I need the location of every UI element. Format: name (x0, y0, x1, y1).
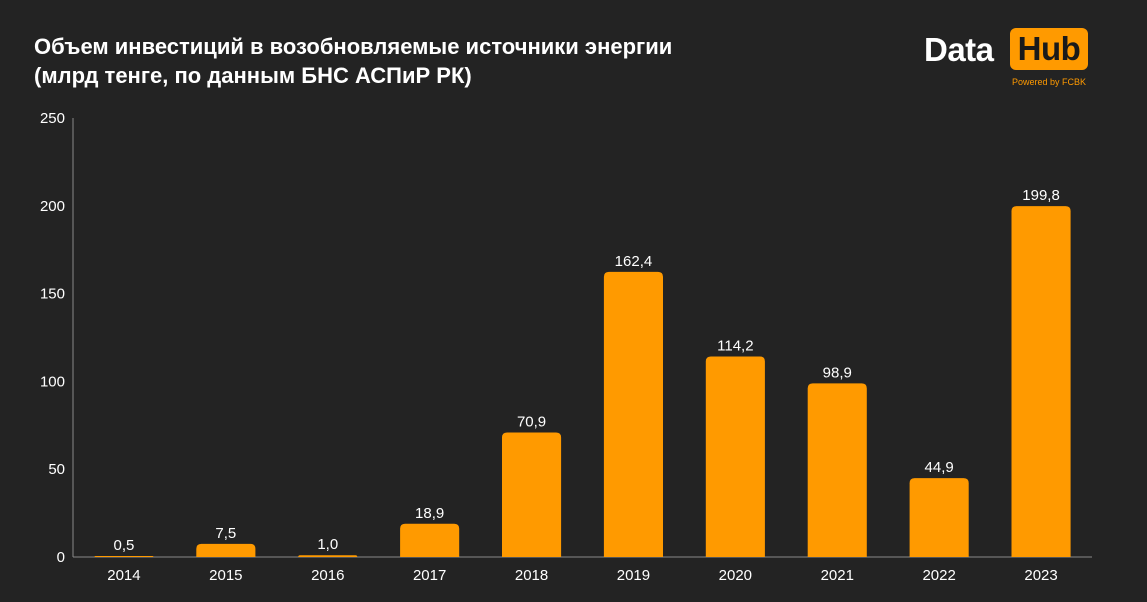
bar-2014 (94, 556, 154, 557)
bar-2021 (807, 383, 867, 557)
y-tick-label: 250 (40, 110, 65, 127)
x-tick-label-2019: 2019 (617, 567, 650, 584)
y-tick-label: 0 (57, 549, 65, 566)
x-tick-label-2016: 2016 (311, 567, 344, 584)
bar-2018 (501, 432, 562, 557)
x-axis: 2014 2015 2016 2017 2018 2019 2020 2021 2022 2023 (73, 556, 1092, 584)
bar-2017 (400, 523, 460, 557)
value-label-2014: 0,5 (114, 537, 135, 554)
bar-2015 (196, 543, 256, 557)
value-label-2021: 98,9 (823, 364, 852, 381)
value-label-2023: 199,8 (1022, 187, 1060, 204)
x-tick-label-2023: 2023 (1024, 567, 1057, 584)
value-label-2016: 1,0 (317, 536, 338, 553)
value-label-2022: 44,9 (925, 459, 954, 476)
logo-word-hub: Hub (1010, 28, 1088, 70)
chart-title: Объем инвестиций в возобновляемые источн… (34, 32, 794, 90)
y-tick-label: 150 (40, 286, 65, 303)
value-label-2015: 7,5 (215, 525, 236, 542)
x-tick-label-2017: 2017 (413, 567, 446, 584)
y-axis: 0 50 100 150 200 250 (40, 110, 74, 566)
chart-title-line-2: (млрд тенге, по данным БНС АСПиР РК) (34, 63, 472, 88)
bars (94, 206, 1071, 558)
chart-title-line-1: Объем инвестиций в возобновляемые источн… (34, 34, 673, 59)
bar-2019 (603, 271, 664, 557)
value-labels: 0,5 7,5 1,0 18,9 70,9 162,4 114,2 98,9 44,9 199,8 (114, 187, 1060, 554)
value-label-2019: 162,4 (615, 253, 653, 270)
bar-2022 (909, 478, 969, 557)
value-label-2017: 18,9 (415, 505, 444, 522)
value-label-2018: 70,9 (517, 413, 546, 430)
value-label-2020: 114,2 (717, 337, 753, 354)
y-tick-label: 200 (40, 198, 65, 215)
x-tick-label-2022: 2022 (922, 567, 955, 584)
x-tick-label-2018: 2018 (515, 567, 548, 584)
logo-word-data: Data (924, 31, 994, 68)
datahub-logo: Data Hub Powered by FCBK (920, 24, 1095, 90)
x-tick-label-2020: 2020 (719, 567, 752, 584)
bar-2020 (705, 356, 765, 557)
bar-2023 (1011, 206, 1071, 558)
y-tick-label: 50 (48, 461, 65, 478)
bar-2016 (298, 555, 358, 557)
x-tick-label-2021: 2021 (821, 567, 854, 584)
y-tick-label: 100 (40, 373, 65, 390)
logo-powered-by: Powered by FCBK (1012, 77, 1087, 87)
x-tick-label-2014: 2014 (107, 567, 140, 584)
x-tick-label-2015: 2015 (209, 567, 242, 584)
